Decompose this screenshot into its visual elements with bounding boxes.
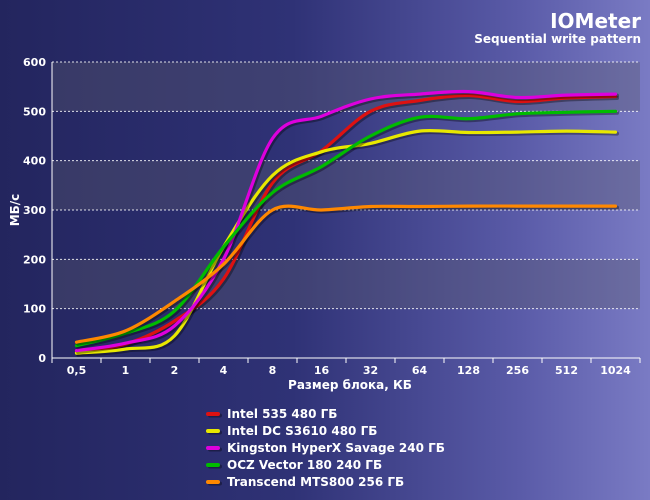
x-tick-label: 64 xyxy=(412,364,428,377)
plot-band xyxy=(52,62,640,112)
x-tick-label: 32 xyxy=(363,364,378,377)
chart-subtitle: Sequential write pattern xyxy=(474,32,641,46)
legend-label: Intel 535 480 ГБ xyxy=(227,407,337,421)
legend-label: Intel DC S3610 480 ГБ xyxy=(227,424,377,438)
plot-bands xyxy=(52,62,640,309)
y-tick-label: 500 xyxy=(23,105,46,118)
chart-title: IOMeter xyxy=(550,9,641,33)
legend-label: OCZ Vector 180 240 ГБ xyxy=(227,458,382,472)
legend-item: Transcend MTS800 256 ГБ xyxy=(206,475,404,489)
x-tick-label: 16 xyxy=(314,364,330,377)
y-tick-label: 400 xyxy=(23,155,46,168)
x-tick-label: 2 xyxy=(171,364,179,377)
y-tick-label: 0 xyxy=(38,352,46,365)
series-lines xyxy=(74,89,619,357)
legend-item: Intel 535 480 ГБ xyxy=(206,407,337,421)
x-tick-label: 0,5 xyxy=(67,364,87,377)
x-tick-label: 8 xyxy=(269,364,277,377)
x-tick-label: 512 xyxy=(555,364,578,377)
plot-band xyxy=(52,259,640,309)
legend-label: Kingston HyperX Savage 240 ГБ xyxy=(227,441,445,455)
series-line-4 xyxy=(74,109,618,348)
legend-item: Intel DC S3610 480 ГБ xyxy=(206,424,377,438)
y-tick-labels: 0 100 200 300 400 500 600 xyxy=(23,56,46,365)
plot-band xyxy=(52,160,640,210)
legend: Intel 535 480 ГБ Intel DC S3610 480 ГБ Kin… xyxy=(206,407,445,489)
y-tick-label: 300 xyxy=(23,204,46,217)
x-tick-label: 128 xyxy=(457,364,480,377)
x-axis-label: Размер блока, КБ xyxy=(288,378,412,392)
x-tick-label: 1024 xyxy=(600,364,631,377)
y-tick-label: 200 xyxy=(23,253,46,266)
y-tick-label: 100 xyxy=(23,303,46,316)
axes xyxy=(51,62,641,363)
x-tick-label: 256 xyxy=(506,364,529,377)
series-line-3 xyxy=(74,89,618,353)
legend-item: OCZ Vector 180 240 ГБ xyxy=(206,458,382,472)
series-line-5 xyxy=(74,204,618,344)
x-tick-label: 4 xyxy=(220,364,228,377)
series-line-1 xyxy=(74,93,618,354)
series-line-2 xyxy=(74,128,618,355)
legend-label: Transcend MTS800 256 ГБ xyxy=(227,475,404,489)
x-tick-label: 1 xyxy=(122,364,130,377)
y-tick-label: 600 xyxy=(23,56,46,69)
legend-item: Kingston HyperX Savage 240 ГБ xyxy=(206,441,445,455)
y-axis-label: МБ/с xyxy=(8,194,22,227)
x-tick-labels: 0,5 1 2 4 8 16 32 64 128 256 512 1024 xyxy=(67,364,631,377)
